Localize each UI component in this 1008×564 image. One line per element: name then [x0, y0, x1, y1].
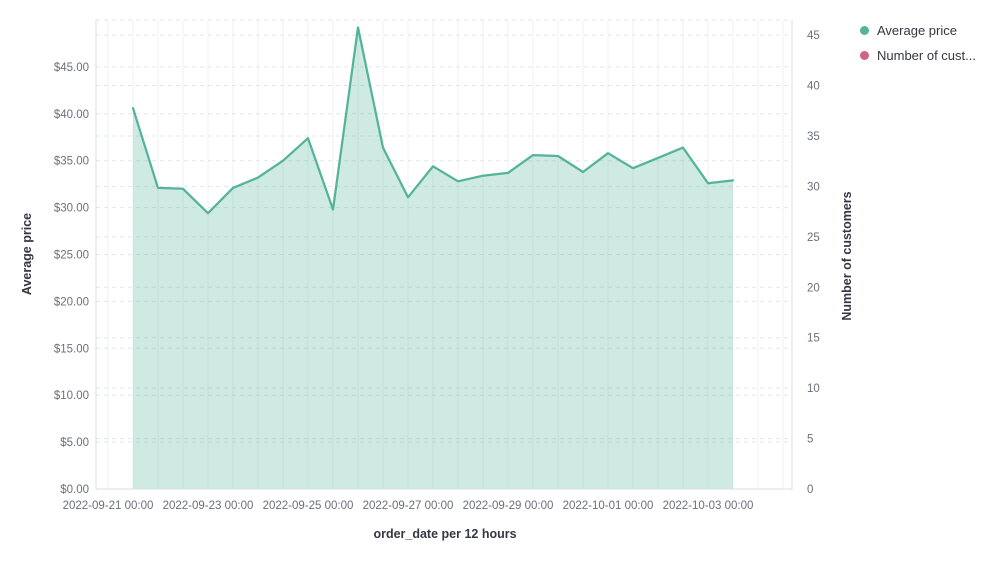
legend-swatch-number-of-customers [860, 51, 869, 60]
y-right-tick-label: 35 [807, 131, 820, 143]
x-tick-label: 2022-09-29 00:00 [463, 500, 554, 512]
legend-swatch-average-price [860, 26, 869, 35]
y-right-tick-label: 0 [807, 484, 813, 496]
x-tick-label: 2022-10-01 00:00 [563, 500, 654, 512]
y-left-tick-label: $25.00 [54, 250, 89, 262]
y-right-tick-label: 40 [807, 81, 820, 93]
y-right-tick-label: 10 [807, 383, 820, 395]
y-right-tick-label: 20 [807, 282, 820, 294]
x-tick-label: 2022-09-27 00:00 [363, 500, 454, 512]
legend-label-number-of-customers: Number of cust... [877, 48, 976, 63]
y-right-tick-label: 5 [807, 434, 813, 446]
y-left-tick-label: $5.00 [60, 437, 89, 449]
y-left-tick-label: $10.00 [54, 390, 89, 402]
y-left-tick-label: $0.00 [60, 484, 89, 496]
x-axis-title: order_date per 12 hours [373, 527, 517, 541]
x-tick-label: 2022-09-21 00:00 [63, 500, 154, 512]
y-left-tick-label: $45.00 [54, 62, 89, 74]
y-left-tick-label: $40.00 [54, 109, 89, 121]
legend-label-average-price: Average price [877, 23, 957, 38]
legend-item-number-of-customers[interactable]: Number of cust... [860, 48, 976, 63]
y-axis-right-title: Number of customers [840, 191, 854, 321]
y-left-tick-label: $20.00 [54, 296, 89, 308]
x-tick-label: 2022-09-25 00:00 [263, 500, 354, 512]
x-tick-label: 2022-10-03 00:00 [663, 500, 754, 512]
y-left-tick-label: $30.00 [54, 203, 89, 215]
plot-area[interactable] [96, 20, 792, 489]
x-tick-label: 2022-09-23 00:00 [163, 500, 254, 512]
price-line [131, 26, 735, 215]
y-right-tick-label: 45 [807, 30, 820, 42]
price-area [133, 27, 733, 489]
legend-item-average-price[interactable]: Average price [860, 23, 976, 38]
y-left-tick-label: $35.00 [54, 156, 89, 168]
y-axis-left-title: Average price [20, 212, 34, 296]
y-left-tick-label: $15.00 [54, 343, 89, 355]
y-right-tick-label: 25 [807, 232, 820, 244]
y-right-tick-label: 30 [807, 181, 820, 193]
y-right-tick-label: 15 [807, 333, 820, 345]
legend: Average price Number of cust... [860, 23, 976, 63]
